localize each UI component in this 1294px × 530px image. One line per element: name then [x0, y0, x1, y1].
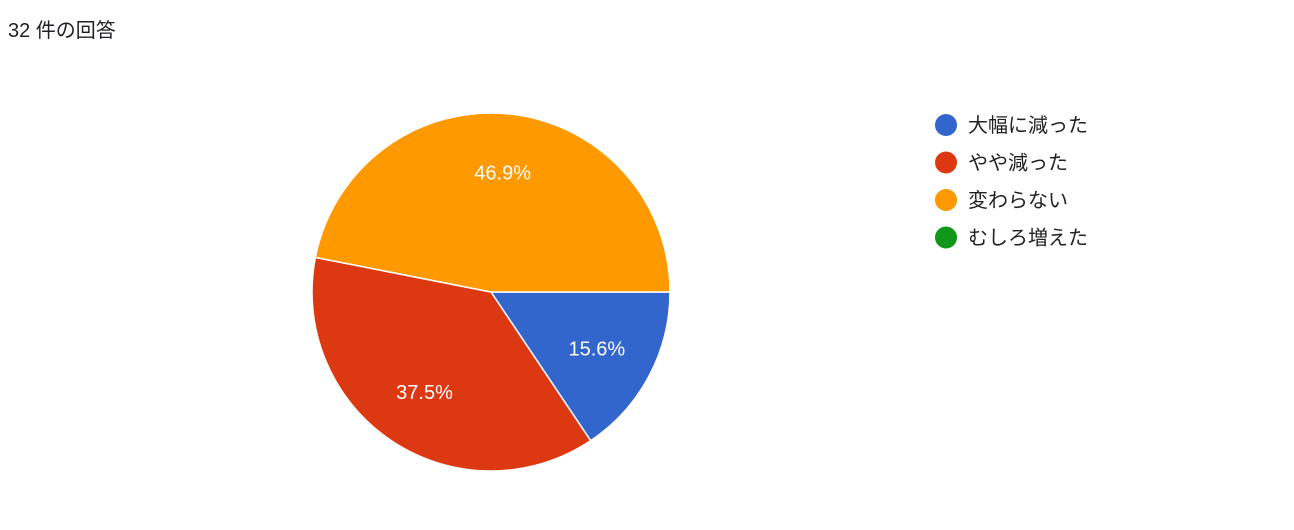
legend-label-3[interactable]: むしろ増えた — [968, 227, 1088, 250]
legend-label-2[interactable]: 変わらない — [968, 189, 1068, 212]
response-count: 32 件の回答 — [8, 20, 116, 42]
legend-label-0[interactable]: 大幅に減った — [968, 114, 1088, 137]
slice-label-1: 37.5% — [396, 382, 453, 404]
legend-label-1[interactable]: やや減った — [968, 152, 1068, 175]
legend-marker-1 — [935, 151, 957, 174]
legend-marker-0 — [935, 114, 957, 136]
pie-slice-2[interactable] — [314, 112, 671, 293]
pie-slice-0[interactable] — [489, 291, 671, 442]
pie-slice-1[interactable] — [311, 256, 592, 472]
slice-label-0: 15.6% — [568, 338, 625, 360]
legend-marker-2 — [935, 189, 957, 211]
slice-label-2: 46.9% — [474, 163, 531, 185]
legend-marker-3 — [935, 226, 957, 249]
